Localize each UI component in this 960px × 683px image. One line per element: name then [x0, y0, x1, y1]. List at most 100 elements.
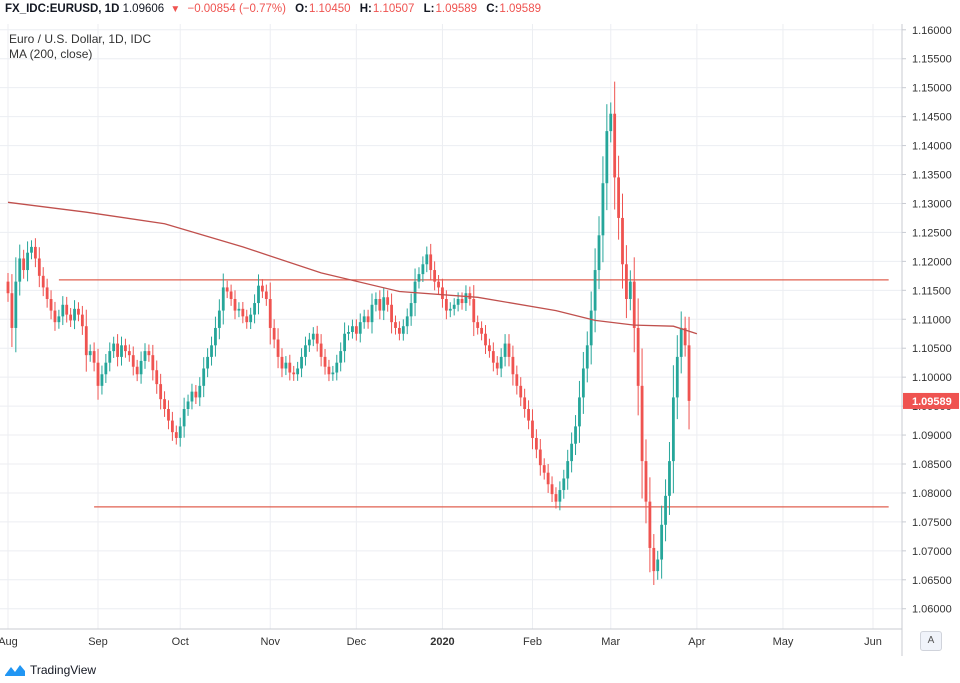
candle-body	[167, 409, 170, 421]
price-tick-label: 1.08500	[912, 459, 952, 471]
candle-body	[374, 299, 378, 305]
candle-body	[182, 409, 186, 427]
candle-body	[405, 316, 409, 327]
candle-body	[53, 310, 57, 323]
candle-body	[80, 314, 84, 327]
candle-body	[65, 304, 69, 315]
current-price-tag: 1.09589	[903, 392, 959, 409]
candle-body	[495, 362, 499, 369]
close-value: 1.09589	[499, 3, 541, 15]
time-tick-label: Dec	[347, 636, 367, 648]
open-label: O:	[295, 3, 308, 15]
candle-body	[531, 420, 534, 438]
candle-body	[601, 183, 605, 236]
candle-body	[233, 299, 237, 311]
indicator-label[interactable]: MA (200, close)	[9, 47, 93, 61]
candle-body	[104, 362, 108, 375]
candle-body	[221, 287, 225, 311]
candle-body	[323, 356, 327, 367]
time-tick-label: Aug	[0, 636, 18, 648]
candle-body	[257, 285, 260, 304]
candle-body	[597, 235, 601, 271]
candle-body	[190, 391, 194, 402]
candle-body	[433, 270, 437, 282]
time-tick-label: Apr	[688, 636, 705, 648]
candle-body	[347, 332, 350, 334]
auto-scale-button[interactable]: A	[920, 631, 942, 651]
candle-body	[194, 391, 198, 398]
candle-body	[331, 372, 335, 375]
candle-body	[253, 303, 256, 315]
candle-body	[628, 281, 632, 299]
candle-body	[292, 372, 296, 375]
candle-body	[570, 443, 574, 462]
time-axis: Aug Sep Oct Nov Dec 2020 Feb Mar Apr May Jun	[0, 636, 882, 648]
candle-body	[163, 399, 166, 409]
candle-body	[491, 351, 495, 363]
candle-body	[264, 291, 268, 299]
candle-body	[664, 495, 667, 525]
candle-body	[229, 291, 233, 299]
price-tag-box	[903, 392, 959, 409]
last-price: 1.09606	[122, 3, 165, 15]
high-value: 1.10507	[372, 3, 415, 15]
candle-body	[61, 304, 65, 317]
candle-body	[417, 274, 421, 282]
candle-body	[668, 461, 671, 496]
candle-body	[351, 326, 354, 332]
candle-body	[499, 356, 503, 369]
candle-body	[288, 362, 292, 373]
candle-body	[613, 113, 617, 178]
price-tick-label: 1.12500	[912, 227, 952, 239]
chart-grid	[0, 24, 902, 629]
candle-body	[437, 281, 440, 288]
ma-line	[7, 201, 698, 335]
candle-body	[108, 351, 112, 363]
price-tick-label: 1.13000	[912, 198, 952, 210]
candle-body	[268, 299, 272, 328]
candle-body	[456, 299, 460, 305]
candle-body	[57, 316, 61, 323]
candle-body	[542, 465, 546, 473]
candle-body	[675, 356, 679, 398]
candle-body	[480, 327, 483, 334]
candle-body	[538, 449, 542, 466]
candle-body	[448, 308, 452, 311]
candle-body	[444, 299, 448, 311]
candle-body	[343, 333, 347, 352]
candle-body	[683, 327, 687, 346]
open-value: 1.10450	[308, 3, 351, 15]
candle-body	[22, 258, 26, 271]
candle-body	[124, 345, 127, 352]
candle-body	[26, 252, 29, 271]
candle-body	[558, 490, 562, 502]
candle-body	[605, 131, 609, 184]
candle-body	[386, 297, 390, 305]
candle-body	[398, 327, 401, 334]
candle-body	[170, 420, 174, 433]
price-tick-label: 1.07000	[912, 546, 952, 558]
price-tick-label: 1.12000	[912, 256, 952, 268]
candle-body	[589, 310, 593, 346]
candle-body	[401, 326, 405, 334]
candle-body	[77, 308, 80, 315]
low-label: L:	[423, 3, 435, 15]
candle-body	[519, 385, 523, 398]
candle-body	[307, 339, 311, 346]
brand-logo[interactable]: TradingView	[4, 663, 96, 677]
symbol-label[interactable]: FX_IDC:EURUSD, 1D	[5, 3, 120, 15]
candle-body	[354, 326, 358, 334]
candle-body	[151, 355, 155, 371]
candle-body	[366, 316, 370, 323]
candle-body	[120, 345, 123, 357]
candle-body	[315, 333, 319, 344]
candle-body	[382, 297, 386, 311]
candle-body	[127, 351, 131, 356]
price-tick-label: 1.11000	[912, 314, 951, 326]
change-value: −0.00854 (−0.77%)	[187, 3, 286, 15]
series-title[interactable]: Euro / U.S. Dollar, 1D, IDC	[9, 32, 152, 46]
price-tick-label: 1.09000	[912, 430, 952, 442]
candle-body	[206, 356, 210, 369]
candle-body	[69, 314, 73, 321]
